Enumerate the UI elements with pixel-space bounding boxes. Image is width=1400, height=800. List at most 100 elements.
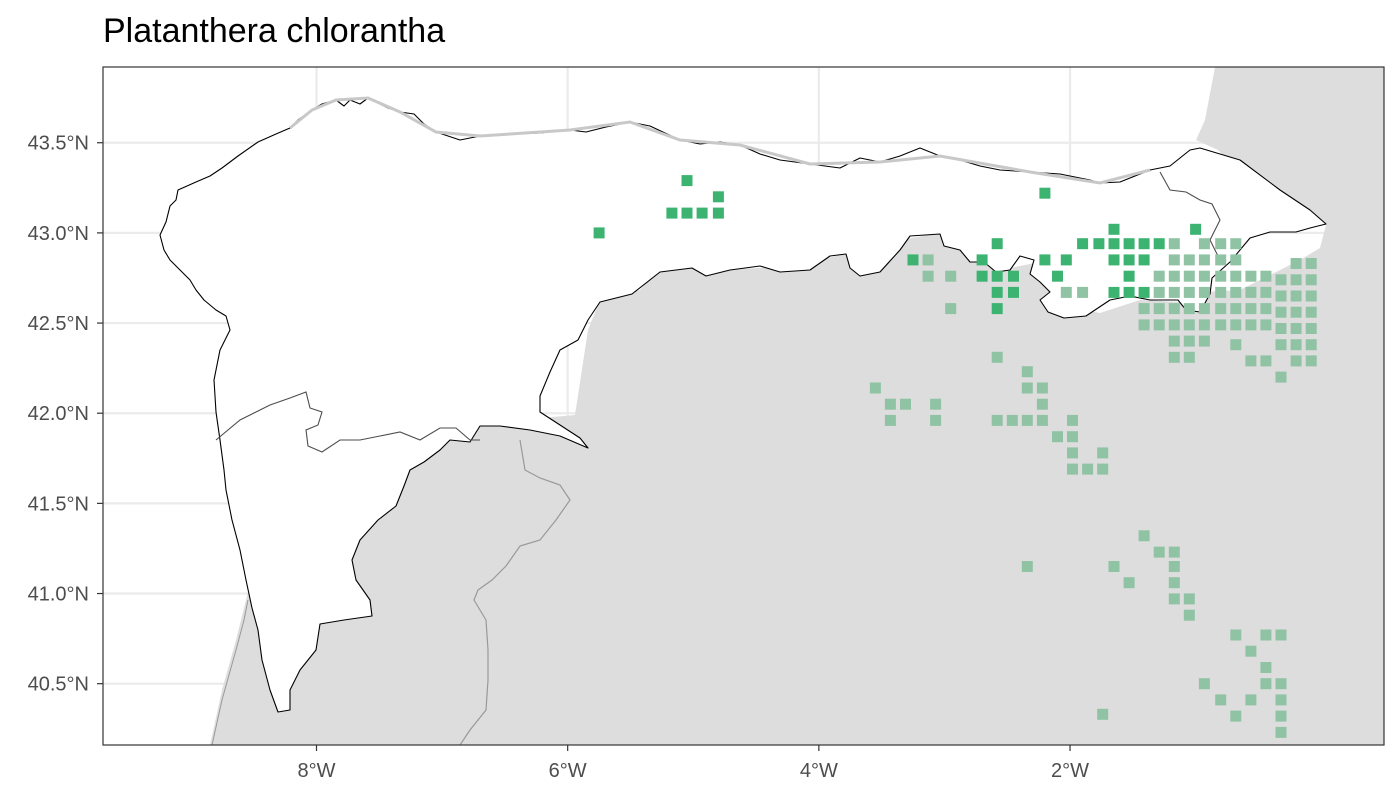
y-tick-label: 43.0°N bbox=[28, 223, 89, 245]
occurrence-point-outside bbox=[1097, 447, 1109, 459]
occurrence-point-outside bbox=[1260, 319, 1272, 331]
occurrence-point-inside bbox=[907, 254, 919, 266]
occurrence-point-outside bbox=[1305, 274, 1317, 286]
occurrence-point-outside bbox=[1198, 319, 1210, 331]
occurrence-point-outside bbox=[1275, 726, 1287, 738]
occurrence-point-inside bbox=[1060, 254, 1072, 266]
occurrence-point-inside bbox=[1093, 238, 1105, 250]
occurrence-point-inside bbox=[991, 238, 1003, 250]
occurrence-point-outside bbox=[1097, 708, 1109, 720]
occurrence-point-inside bbox=[991, 303, 1003, 315]
occurrence-point-inside bbox=[1008, 270, 1019, 282]
occurrence-point-outside bbox=[1275, 274, 1287, 286]
occurrence-point-outside bbox=[1108, 561, 1120, 572]
occurrence-point-outside bbox=[1198, 254, 1210, 266]
occurrence-point-outside bbox=[991, 351, 1003, 363]
occurrence-point-outside bbox=[1215, 238, 1227, 250]
occurrence-point-outside bbox=[1305, 290, 1317, 302]
occurrence-point-outside bbox=[1183, 593, 1195, 605]
occurrence-point-outside bbox=[1275, 629, 1287, 641]
occurrence-point-outside bbox=[1153, 303, 1165, 315]
occurrence-point-outside bbox=[930, 414, 942, 426]
occurrence-point-outside bbox=[1275, 678, 1287, 690]
occurrence-point-inside bbox=[991, 286, 1003, 298]
occurrence-point-outside bbox=[884, 398, 896, 410]
occurrence-point-outside bbox=[1168, 238, 1180, 250]
occurrence-point-inside bbox=[1108, 254, 1120, 266]
occurrence-point-outside bbox=[1123, 577, 1135, 589]
occurrence-point-outside bbox=[1168, 351, 1180, 363]
coastline-south bbox=[211, 599, 249, 745]
occurrence-point-outside bbox=[1067, 414, 1078, 426]
y-tick-label: 42.0°N bbox=[28, 403, 89, 425]
occurrence-point-outside bbox=[1260, 303, 1272, 315]
occurrence-point-outside bbox=[1067, 463, 1078, 475]
occurrence-point-outside bbox=[1183, 254, 1195, 266]
occurrence-point-outside bbox=[1305, 339, 1317, 351]
occurrence-point-outside bbox=[1260, 678, 1272, 690]
occurrence-point-outside bbox=[1168, 335, 1180, 347]
occurrence-point-outside bbox=[945, 270, 957, 282]
occurrence-point-inside bbox=[1123, 238, 1135, 250]
occurrence-point-outside bbox=[1245, 694, 1257, 706]
occurrence-point-outside bbox=[930, 398, 942, 410]
occurrence-point-outside bbox=[1275, 694, 1287, 706]
occurrence-point-inside bbox=[1138, 254, 1150, 266]
occurrence-point-outside bbox=[1290, 355, 1302, 367]
occurrence-point-outside bbox=[1260, 270, 1272, 282]
occurrence-point-outside bbox=[1198, 270, 1210, 282]
occurrences-inside-region bbox=[593, 175, 1202, 315]
occurrence-point-outside bbox=[1305, 323, 1317, 334]
occurrence-point-outside bbox=[1275, 339, 1287, 351]
occurrence-point-outside bbox=[1021, 561, 1033, 572]
occurrence-point-inside bbox=[593, 227, 605, 239]
occurrence-point-outside bbox=[1230, 629, 1242, 641]
occurrence-point-outside bbox=[1006, 414, 1018, 426]
occurrence-point-outside bbox=[1215, 694, 1227, 706]
occurrence-point-outside bbox=[1153, 546, 1165, 558]
occurrence-point-outside bbox=[1168, 303, 1180, 315]
y-tick-label: 43.5°N bbox=[28, 133, 89, 155]
occurrence-point-outside bbox=[1097, 463, 1109, 475]
occurrence-point-outside bbox=[1290, 306, 1302, 318]
occurrence-point-outside bbox=[1290, 274, 1302, 286]
occurrence-point-outside bbox=[1215, 303, 1227, 315]
occurrence-point-outside bbox=[1168, 286, 1180, 298]
occurrence-point-outside bbox=[869, 382, 881, 394]
occurrence-point-outside bbox=[1245, 270, 1257, 282]
occurrence-point-outside bbox=[1290, 290, 1302, 302]
occurrence-point-outside bbox=[1230, 710, 1242, 722]
x-tick-label: 6°W bbox=[549, 760, 587, 782]
occurrence-point-outside bbox=[1230, 286, 1242, 298]
occurrence-point-outside bbox=[884, 414, 896, 426]
occurrence-point-outside bbox=[1230, 319, 1242, 331]
occurrence-point-inside bbox=[1190, 223, 1202, 235]
occurrence-point-outside bbox=[1138, 303, 1150, 315]
occurrence-point-outside bbox=[1230, 303, 1242, 315]
occurrence-point-outside bbox=[1305, 355, 1317, 367]
occurrence-point-outside bbox=[1275, 371, 1287, 383]
occurrence-point-outside bbox=[1230, 254, 1242, 266]
study-region bbox=[159, 97, 1327, 713]
occurrence-point-inside bbox=[1108, 223, 1120, 235]
occurrence-point-outside bbox=[1183, 303, 1195, 315]
occurrence-point-outside bbox=[1260, 355, 1272, 367]
occurrence-point-outside bbox=[1198, 678, 1210, 690]
occurrence-point-inside bbox=[681, 175, 693, 187]
occurrence-point-outside bbox=[1230, 238, 1242, 250]
occurrence-point-inside bbox=[1123, 254, 1135, 266]
occurrence-point-outside bbox=[1082, 463, 1094, 475]
occurrence-point-outside bbox=[991, 414, 1003, 426]
occurrence-point-inside bbox=[681, 207, 693, 219]
occurrence-point-inside bbox=[976, 254, 988, 266]
y-axis: 40.5°N 41.0°N 41.5°N 42.0°N 42.5°N 43.0°N 43.5… bbox=[28, 133, 103, 696]
occurrence-point-outside bbox=[1198, 303, 1210, 315]
occurrence-point-inside bbox=[1138, 238, 1150, 250]
occurrence-point-outside bbox=[1036, 414, 1048, 426]
occurrence-point-outside bbox=[1260, 662, 1272, 673]
x-tick-label: 4°W bbox=[800, 760, 838, 782]
occurrence-point-inside bbox=[1123, 286, 1135, 298]
occurrence-point-outside bbox=[1230, 339, 1242, 351]
occurrence-point-outside bbox=[1290, 258, 1302, 269]
occurrence-point-outside bbox=[1305, 258, 1317, 269]
